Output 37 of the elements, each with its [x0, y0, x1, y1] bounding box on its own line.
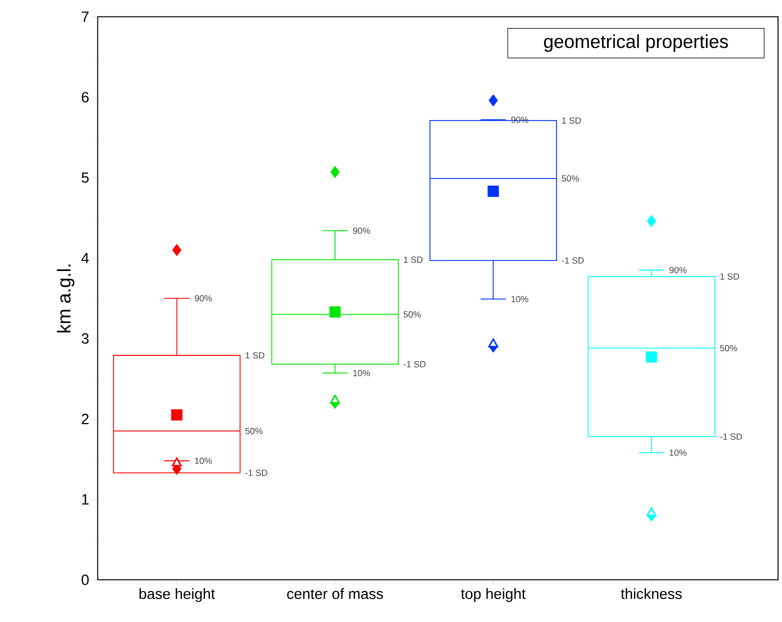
x-tick-label: center of mass [287, 588, 383, 599]
y-tick-label: 6 [82, 92, 89, 102]
y-axis-title: km a.g.l. [56, 264, 74, 332]
point [488, 338, 498, 348]
annotation: 1 SD [404, 256, 423, 263]
y-tick-label: 1 [82, 494, 89, 504]
annotation: -1 SD [404, 360, 426, 368]
y-tick-label: 5 [82, 172, 89, 183]
annotation: 50% [562, 175, 579, 182]
y-tick-label: 0 [82, 574, 89, 585]
annotation: 10% [670, 449, 687, 456]
legend-title: geometrical properties [544, 34, 728, 52]
x-tick-label: base height [140, 588, 215, 602]
annotation: 1 SD [562, 117, 581, 124]
annotation: 1 SD [246, 352, 264, 358]
annotation: 10% [353, 370, 370, 376]
x-tick-label: thickness [620, 588, 682, 599]
annotation: -1 SD [720, 433, 742, 440]
point [646, 507, 656, 516]
annotation: 50% [245, 428, 262, 434]
y-tick-label: 7 [82, 12, 89, 22]
y-tick-label: 4 [81, 252, 89, 264]
point [172, 457, 182, 466]
annotation: 50% [404, 311, 421, 318]
x-tick-label: top height [461, 588, 526, 602]
annotation: 10% [512, 296, 528, 302]
annotation: 90% [353, 227, 370, 234]
point [330, 394, 340, 404]
y-tick-label: 2 [82, 414, 89, 424]
annotation: 50% [720, 344, 738, 352]
annotation: 90% [194, 295, 212, 302]
annotation: 10% [195, 458, 212, 464]
annotation: 1 SD [720, 273, 739, 280]
annotation: -1 SD [245, 470, 268, 476]
y-tick-label: 3 [82, 333, 89, 344]
annotation: 90% [669, 266, 687, 274]
annotation: -1 SD [562, 257, 584, 264]
